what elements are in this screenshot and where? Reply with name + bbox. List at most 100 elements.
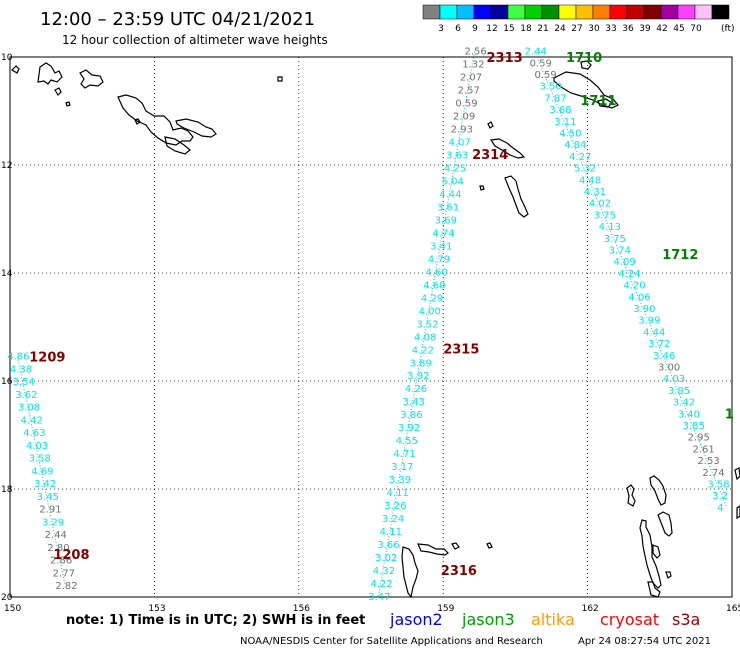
lon-tick-label: 153 [148, 604, 165, 614]
colorbar-swatch [643, 4, 662, 20]
wave-height-value: 4.71 [393, 449, 415, 460]
wave-height-value: 3.66 [377, 540, 399, 551]
wave-height-value: 4.48 [579, 175, 601, 186]
wave-height-value: 2.44 [525, 47, 547, 58]
wave-height-value: 2.07 [460, 73, 482, 84]
lon-tick-label: 165 [726, 604, 740, 614]
footer: note: 1) Time is in UTC; 2) SWH is in fe… [66, 610, 711, 647]
wave-height-value: 0.59 [530, 58, 552, 69]
wave-height-value: 3.42 [34, 479, 56, 490]
colorbar-label: 3 [438, 24, 444, 34]
wave-height-value: 3.74 [609, 246, 631, 257]
colorbar-swatch [677, 4, 696, 20]
wave-height-value: 3.39 [389, 475, 411, 486]
wave-height-value: 4.84 [564, 140, 586, 151]
wave-height-value: 0.59 [455, 99, 477, 110]
track-1209-1208: 4.864.38 3.54 3.62 3.084.42 4.63 4.03 3.584.69… [7, 352, 77, 593]
wave-height-value: 4.69 [31, 466, 53, 477]
wave-height-value: 3.92 [407, 371, 429, 382]
altimeter-tracks: 2.56 1.32 2.07 2.57 0.59 2.09 2.93 4.073.63 4.25… [7, 47, 729, 603]
wave-height-value: 2.91 [39, 505, 61, 516]
wave-height-value: 2.53 [697, 456, 719, 467]
lat-tick-label: 10 [1, 53, 13, 63]
wave-height-value: 4.08 [414, 332, 436, 343]
wave-height-value: 3.02 [375, 553, 397, 564]
time-label: 1711 [580, 94, 616, 109]
lat-tick-label: 16 [1, 377, 13, 387]
colorbar-unit: (ft) [721, 24, 735, 34]
wave-height-value: 4.02 [589, 199, 611, 210]
wave-height-value: 4 [717, 503, 723, 514]
wave-height-value: 4.25 [444, 163, 466, 174]
colorbar-swatch [524, 4, 543, 20]
track-path [16, 356, 66, 587]
colorbar-swatch [507, 4, 526, 20]
time-label: 1 [725, 407, 734, 422]
lon-tick-label: 156 [293, 604, 310, 614]
page-title: 12:00 – 23:59 UTC 04/21/2021 [40, 9, 315, 30]
wave-height-value: 2.93 [451, 125, 473, 136]
lat-tick-label: 14 [1, 269, 13, 279]
wave-height-value: 4.20 [623, 281, 645, 292]
wave-height-value: 4.55 [396, 436, 418, 447]
colorbar-swatch [456, 4, 475, 20]
colorbar-label: 18 [520, 24, 532, 34]
wave-height-value: 3.45 [37, 492, 59, 503]
track-1710-1712: 2.440.590.593.507.873.683.114.504.844.27… [525, 47, 730, 514]
wave-height-value: 3.52 [416, 319, 438, 330]
wave-height-value: 4.60 [423, 280, 445, 291]
coastlines [11, 60, 740, 599]
wave-height-value: 3.2 [712, 491, 728, 502]
wave-height-value: 4.03 [26, 441, 48, 452]
colorbar-label: 6 [455, 24, 461, 34]
wave-height-value: 4.44 [643, 327, 665, 338]
colorbar-swatch [575, 4, 594, 20]
wave-height-value: 4.42 [21, 415, 43, 426]
wave-height-value: 4.22 [412, 345, 434, 356]
wave-height-value: 3.68 [549, 105, 571, 116]
wave-height-value: 3.63 [446, 150, 468, 161]
map-grid: 150153156159162165101214161820 [1, 53, 740, 614]
colorbar-swatch [609, 4, 628, 20]
colorbar-legend: 3 6 9 12 15 18 21 24 27 30 33 36 39 42 45 70 (ft) [422, 4, 735, 34]
wave-height-value: 7.87 [544, 93, 566, 104]
colorbar-swatch [422, 4, 441, 20]
wave-height-value: 3.11 [554, 117, 576, 128]
colorbar-swatch [711, 4, 730, 20]
wave-height-value: 5.32 [574, 164, 596, 175]
wave-height-value: 4.44 [439, 189, 461, 200]
wave-height-value: 4.31 [584, 187, 606, 198]
track-2313-2316: 2.56 1.32 2.07 2.57 0.59 2.09 2.93 4.073.63 4.25… [368, 47, 487, 603]
colorbar-swatch [541, 4, 560, 20]
wave-height-value: 3.41 [430, 241, 452, 252]
wave-height-value: 3.00 [658, 363, 680, 374]
time-label: 1209 [29, 351, 65, 366]
wave-height-value: 4.11 [380, 527, 402, 538]
wave-height-value: 4.38 [10, 364, 32, 375]
wave-height-value: 4.07 [448, 138, 470, 149]
wave-height-value: 4.79 [428, 254, 450, 265]
wave-height-value: 3.72 [648, 339, 670, 350]
wave-height-value: 3.58 [29, 454, 51, 465]
colorbar-label: 42 [656, 24, 667, 34]
wave-height-value: 3.17 [391, 462, 413, 473]
wave-height-value: 2.57 [458, 86, 480, 97]
wave-height-value: 4.13 [599, 222, 621, 233]
wave-height-value: 3.29 [42, 517, 64, 528]
colorbar-swatch [439, 4, 458, 20]
footer-timestamp: Apr 24 08:27:54 UTC 2021 [578, 636, 711, 647]
time-label: 1710 [566, 51, 602, 66]
wave-height-value: 3.75 [594, 210, 616, 221]
wave-height-value: 3.54 [13, 377, 35, 388]
colorbar-label: 24 [554, 24, 566, 34]
wave-height-value: 2.61 [693, 444, 715, 455]
lat-tick-label: 18 [1, 485, 13, 495]
wave-height-value: 3.43 [403, 397, 425, 408]
time-label: 2315 [443, 343, 479, 358]
lat-tick-label: 20 [1, 593, 13, 603]
wave-height-value: 2.82 [55, 581, 77, 592]
wave-height-value: 3.89 [409, 358, 431, 369]
wave-height-value: 3.58 [707, 480, 729, 491]
colorbar-swatch [473, 4, 492, 20]
